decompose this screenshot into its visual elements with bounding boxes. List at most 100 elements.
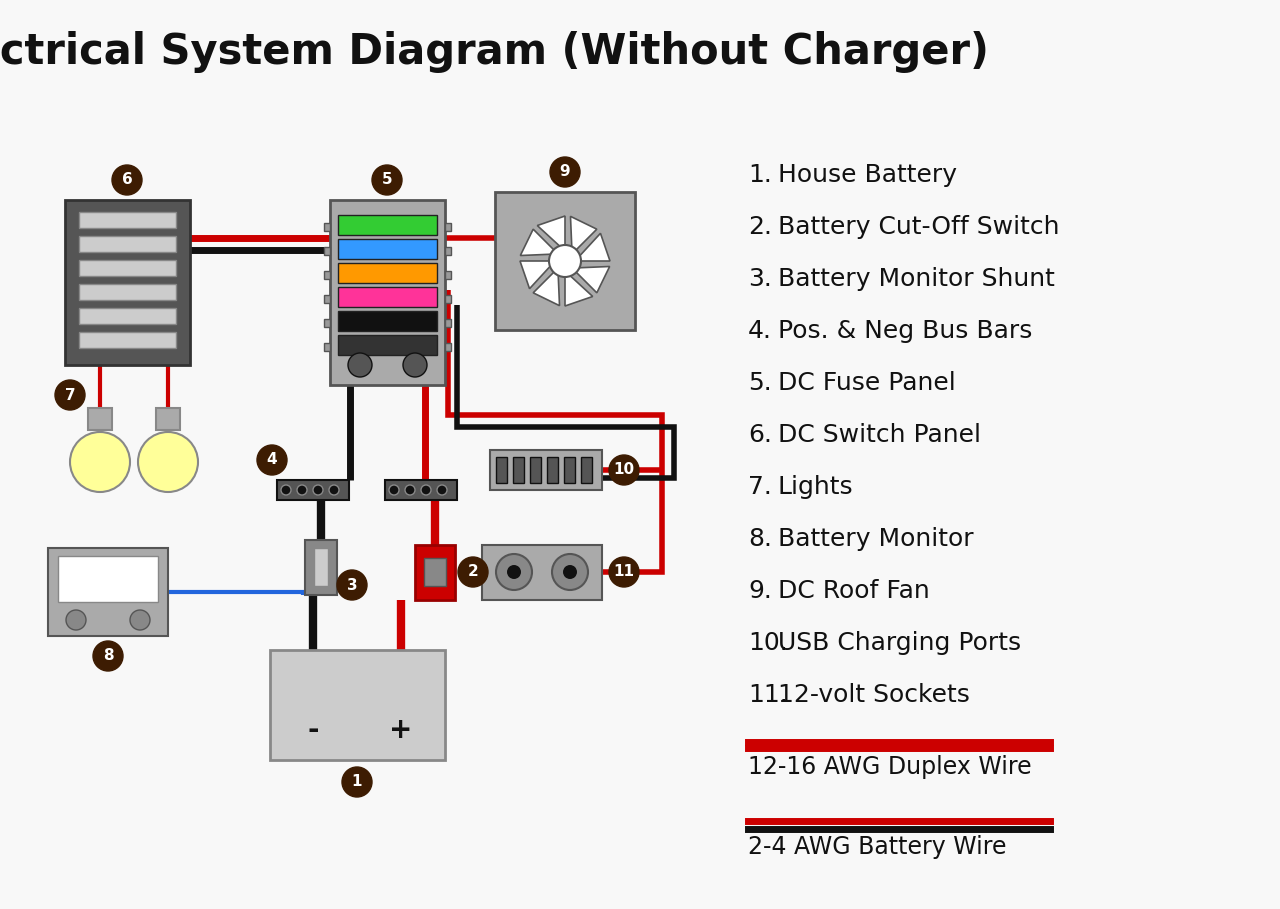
Text: +: + — [389, 716, 412, 744]
Text: 2: 2 — [467, 564, 479, 580]
Bar — [270, 650, 445, 760]
Text: 6: 6 — [122, 173, 132, 187]
Polygon shape — [575, 234, 611, 261]
Text: 1: 1 — [352, 774, 362, 790]
Circle shape — [549, 245, 581, 277]
Bar — [276, 480, 349, 500]
Circle shape — [436, 485, 447, 495]
Bar — [79, 236, 177, 252]
Bar — [513, 457, 524, 483]
Bar — [445, 295, 451, 303]
Text: Battery Cut-Off Switch: Battery Cut-Off Switch — [778, 215, 1060, 239]
Bar — [495, 192, 635, 330]
Text: 11: 11 — [613, 564, 635, 580]
Bar — [65, 200, 189, 365]
Bar — [338, 311, 436, 331]
Circle shape — [403, 353, 428, 377]
Bar — [547, 457, 558, 483]
Bar — [338, 239, 436, 259]
Circle shape — [67, 610, 86, 630]
Bar — [305, 540, 337, 595]
Text: Pos. & Neg Bus Bars: Pos. & Neg Bus Bars — [778, 319, 1033, 343]
Polygon shape — [521, 229, 558, 255]
Bar — [338, 263, 436, 283]
Text: 8.: 8. — [748, 527, 772, 551]
Bar — [338, 287, 436, 307]
Text: -: - — [307, 716, 319, 744]
Text: DC Roof Fan: DC Roof Fan — [778, 579, 929, 603]
Text: Battery Monitor Shunt: Battery Monitor Shunt — [778, 267, 1055, 291]
Bar — [415, 545, 454, 600]
Polygon shape — [520, 261, 556, 289]
Bar — [324, 247, 330, 255]
Text: 10.: 10. — [748, 631, 787, 655]
Bar — [49, 548, 168, 636]
Circle shape — [389, 485, 399, 495]
Circle shape — [297, 485, 307, 495]
Bar — [445, 247, 451, 255]
Text: 6.: 6. — [748, 423, 772, 447]
Text: 1.: 1. — [748, 163, 772, 187]
Circle shape — [609, 455, 639, 485]
Text: 3.: 3. — [748, 267, 772, 291]
Bar — [445, 343, 451, 351]
Text: Lights: Lights — [778, 475, 854, 499]
Text: 12-volt Sockets: 12-volt Sockets — [778, 683, 970, 707]
Bar — [385, 480, 457, 500]
Text: Battery Monitor: Battery Monitor — [778, 527, 974, 551]
Circle shape — [348, 353, 372, 377]
Text: 5.: 5. — [748, 371, 772, 395]
Polygon shape — [572, 266, 609, 293]
Circle shape — [131, 610, 150, 630]
Circle shape — [609, 557, 639, 587]
Circle shape — [497, 554, 532, 590]
Text: 4: 4 — [266, 453, 278, 467]
Bar — [79, 284, 177, 300]
Bar — [79, 212, 177, 228]
Bar — [330, 200, 445, 385]
Circle shape — [138, 432, 198, 492]
Text: 8: 8 — [102, 648, 114, 664]
Bar — [338, 335, 436, 355]
Text: 7.: 7. — [748, 475, 772, 499]
Text: DC Switch Panel: DC Switch Panel — [778, 423, 980, 447]
Bar — [581, 457, 591, 483]
Bar — [88, 408, 113, 430]
Polygon shape — [571, 216, 596, 254]
Circle shape — [55, 380, 84, 410]
Circle shape — [372, 165, 402, 195]
Text: 11.: 11. — [748, 683, 787, 707]
Polygon shape — [564, 271, 593, 306]
Text: 12-16 AWG Duplex Wire: 12-16 AWG Duplex Wire — [748, 755, 1032, 779]
Bar — [497, 457, 507, 483]
Text: 2-4 AWG Battery Wire: 2-4 AWG Battery Wire — [748, 835, 1006, 859]
Bar — [79, 308, 177, 324]
Circle shape — [550, 157, 580, 187]
Bar — [324, 295, 330, 303]
Bar — [424, 558, 445, 586]
Circle shape — [421, 485, 431, 495]
Bar — [483, 545, 602, 600]
Bar — [445, 271, 451, 279]
Text: House Battery: House Battery — [778, 163, 957, 187]
Text: 9.: 9. — [748, 579, 772, 603]
Bar — [564, 457, 575, 483]
Bar — [530, 457, 541, 483]
Text: Basic Electrical System Diagram (Without Charger): Basic Electrical System Diagram (Without… — [0, 31, 989, 73]
Circle shape — [563, 565, 577, 579]
Text: 10: 10 — [613, 463, 635, 477]
Circle shape — [342, 767, 372, 797]
Bar — [156, 408, 180, 430]
Circle shape — [70, 432, 131, 492]
Text: 5: 5 — [381, 173, 392, 187]
Bar — [324, 319, 330, 327]
Bar — [58, 556, 157, 602]
Circle shape — [314, 485, 323, 495]
Text: 9: 9 — [559, 165, 571, 179]
Circle shape — [282, 485, 291, 495]
Text: 7: 7 — [65, 387, 76, 403]
Circle shape — [257, 445, 287, 475]
Bar — [324, 271, 330, 279]
Circle shape — [552, 554, 588, 590]
Circle shape — [93, 641, 123, 671]
